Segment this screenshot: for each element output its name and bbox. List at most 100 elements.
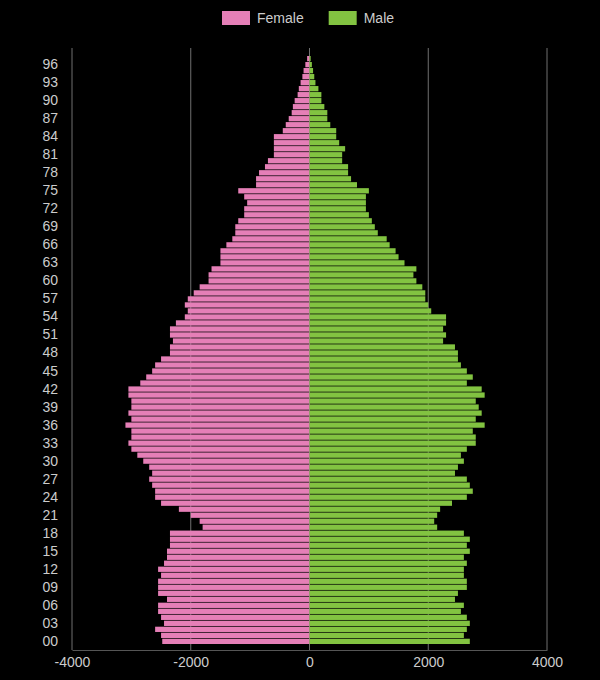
tick: 21 (42, 507, 64, 523)
bar (310, 278, 417, 283)
bar (173, 338, 310, 343)
bar (310, 182, 358, 187)
tick-label: 96 (42, 56, 58, 72)
bar (310, 68, 314, 73)
bar (310, 338, 444, 343)
bar (238, 188, 309, 193)
bar (158, 609, 309, 614)
tick-label: -4000 (55, 654, 91, 670)
legend-swatch (329, 11, 357, 25)
bar (167, 555, 310, 560)
bar (310, 350, 458, 355)
bar (200, 519, 310, 524)
tick: 63 (42, 254, 64, 270)
bar (247, 200, 309, 205)
bar (310, 380, 467, 385)
bar (128, 392, 309, 397)
bar (310, 633, 464, 638)
bar (131, 446, 309, 451)
bar (310, 549, 470, 554)
tick: 66 (42, 236, 64, 252)
bar (293, 104, 310, 109)
bar (310, 531, 464, 536)
tick-label: 81 (42, 146, 58, 162)
bar (310, 200, 366, 205)
tick: 33 (42, 435, 64, 451)
tick-label: 18 (42, 525, 58, 541)
bar (146, 374, 309, 379)
bar (170, 344, 310, 349)
bar (220, 254, 309, 259)
bar (283, 128, 310, 133)
bar (155, 362, 309, 367)
bar (149, 477, 309, 482)
bar (161, 633, 309, 638)
bar (305, 62, 309, 67)
bar (310, 326, 444, 331)
bar (310, 140, 340, 145)
bar (299, 86, 310, 91)
bar (310, 452, 461, 457)
tick-label: 2000 (413, 654, 444, 670)
bar (170, 531, 310, 536)
tick: 54 (42, 308, 64, 324)
tick: -2000 (173, 650, 209, 670)
bar (244, 206, 309, 211)
tick-label: 30 (42, 453, 58, 469)
bar (265, 164, 310, 169)
bar (268, 158, 310, 163)
y-axis: 0003060912151821242730333639424548515457… (42, 56, 64, 649)
bar (170, 332, 310, 337)
bar (131, 428, 309, 433)
bar (162, 639, 309, 644)
tick-label: 63 (42, 254, 58, 270)
tick: 2000 (413, 650, 444, 670)
bar (310, 446, 467, 451)
bar (310, 332, 447, 337)
tick-label: 84 (42, 128, 58, 144)
bar (310, 458, 464, 463)
bar (310, 206, 366, 211)
tick-label: 27 (42, 471, 58, 487)
tick-label: 39 (42, 399, 58, 415)
bar (191, 513, 310, 518)
bar (310, 386, 482, 391)
legend-label: Female (257, 10, 304, 26)
bar (310, 609, 461, 614)
bar (274, 134, 310, 139)
bar (310, 272, 414, 277)
tick: 00 (42, 633, 64, 649)
bar (310, 266, 417, 271)
bar (238, 218, 309, 223)
bar (310, 314, 447, 319)
bar (158, 591, 309, 596)
bar (310, 308, 432, 313)
bar (185, 302, 310, 307)
bar (310, 362, 461, 367)
bar (310, 603, 464, 608)
tick-label: 4000 (532, 654, 563, 670)
bar (310, 230, 378, 235)
tick: 78 (42, 164, 64, 180)
bar (310, 392, 485, 397)
tick: 81 (42, 146, 64, 162)
bar (274, 152, 310, 157)
bar (310, 434, 476, 439)
bar (179, 507, 310, 512)
bar (259, 170, 309, 175)
tick-label: 51 (42, 326, 58, 342)
tick: 69 (42, 218, 64, 234)
bar (235, 230, 309, 235)
bar (125, 422, 309, 427)
bar (158, 603, 309, 608)
chart: -4000-2000020004000000306091215182124273… (0, 0, 600, 680)
bar (170, 543, 310, 548)
bar (310, 62, 312, 67)
bar (161, 573, 309, 578)
tick: 42 (42, 381, 64, 397)
bar (200, 284, 310, 289)
bar (256, 176, 309, 181)
tick: 57 (42, 290, 64, 306)
bar (310, 110, 328, 115)
bar (155, 495, 309, 500)
